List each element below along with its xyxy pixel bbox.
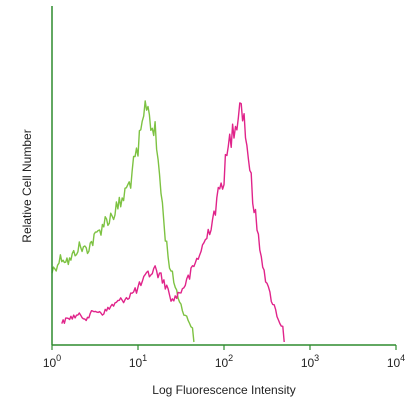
x-tick-layer: 100 101 102 103 104 (43, 345, 405, 370)
x-tick-label-0: 100 (43, 353, 61, 370)
x-axis-label: Log Fluorescence Intensity (152, 383, 295, 397)
x-tick-label-4: 104 (387, 353, 405, 370)
series-0-line (51, 100, 195, 343)
series-1-line (61, 102, 285, 343)
x-tick-label-3: 103 (301, 353, 319, 370)
x-tick-label-2: 102 (215, 353, 233, 370)
x-tick-label-1: 101 (129, 353, 147, 370)
series-layer (51, 100, 285, 343)
y-axis-label: Relative Cell Number (20, 129, 34, 242)
